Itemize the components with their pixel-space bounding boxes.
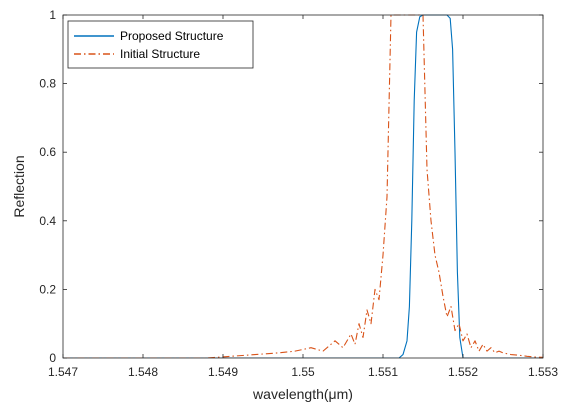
axis-ticks: 1.547 1.548 1.549 1.55 1.551 1.552 1.553 0 0.2 0.… — [39, 8, 558, 379]
y-tick-label: 0 — [49, 351, 56, 365]
series-line-initial-structure — [63, 14, 543, 358]
x-tick-label: 1.551 — [368, 365, 398, 379]
legend-box — [67, 20, 254, 69]
legend-label-initial-structure: Initial Structure — [120, 47, 200, 61]
y-tick-label: 0.4 — [39, 214, 56, 228]
series-lines — [63, 14, 543, 358]
plot-background — [63, 15, 543, 358]
x-tick-label: 1.553 — [528, 365, 558, 379]
y-tick-label: 0.8 — [39, 77, 56, 91]
legend: Proposed Structure Initial Structure — [67, 20, 254, 69]
x-tick-label: 1.548 — [128, 365, 158, 379]
y-tick-label: 0.6 — [39, 145, 56, 159]
x-tick-label: 1.552 — [448, 365, 478, 379]
x-tick-label: 1.549 — [208, 365, 238, 379]
y-axis-label: Reflection — [11, 155, 27, 217]
plot-area — [62, 14, 544, 359]
x-tick-label: 1.55 — [291, 365, 315, 379]
y-tick-label: 1 — [49, 8, 56, 22]
series-line-proposed-structure — [63, 14, 543, 358]
x-tick-label: 1.547 — [48, 365, 78, 379]
y-tick-label: 0.2 — [39, 282, 56, 296]
x-axis-label: wavelength(μm) — [252, 386, 353, 402]
legend-label-proposed-structure: Proposed Structure — [120, 29, 224, 43]
